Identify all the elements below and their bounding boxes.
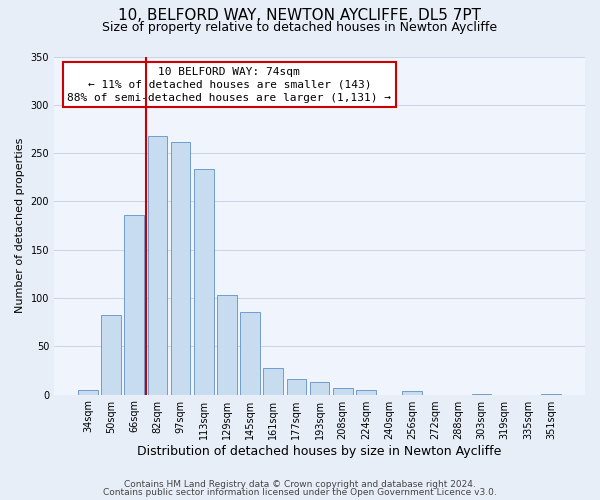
- Bar: [171, 142, 190, 394]
- Text: 10, BELFORD WAY, NEWTON AYCLIFFE, DL5 7PT: 10, BELFORD WAY, NEWTON AYCLIFFE, DL5 7P…: [119, 8, 482, 22]
- Bar: [148, 136, 167, 394]
- Bar: [356, 390, 376, 394]
- Text: Contains public sector information licensed under the Open Government Licence v3: Contains public sector information licen…: [103, 488, 497, 497]
- Bar: [194, 168, 214, 394]
- Bar: [287, 379, 306, 394]
- Text: 10 BELFORD WAY: 74sqm
← 11% of detached houses are smaller (143)
88% of semi-det: 10 BELFORD WAY: 74sqm ← 11% of detached …: [67, 66, 391, 103]
- Bar: [78, 390, 98, 394]
- Bar: [124, 215, 144, 394]
- Text: Size of property relative to detached houses in Newton Aycliffe: Size of property relative to detached ho…: [103, 21, 497, 34]
- X-axis label: Distribution of detached houses by size in Newton Aycliffe: Distribution of detached houses by size …: [137, 444, 502, 458]
- Bar: [217, 295, 237, 394]
- Bar: [402, 390, 422, 394]
- Text: Contains HM Land Registry data © Crown copyright and database right 2024.: Contains HM Land Registry data © Crown c…: [124, 480, 476, 489]
- Bar: [240, 312, 260, 394]
- Y-axis label: Number of detached properties: Number of detached properties: [15, 138, 25, 313]
- Bar: [310, 382, 329, 394]
- Bar: [101, 316, 121, 394]
- Bar: [263, 368, 283, 394]
- Bar: [333, 388, 353, 394]
